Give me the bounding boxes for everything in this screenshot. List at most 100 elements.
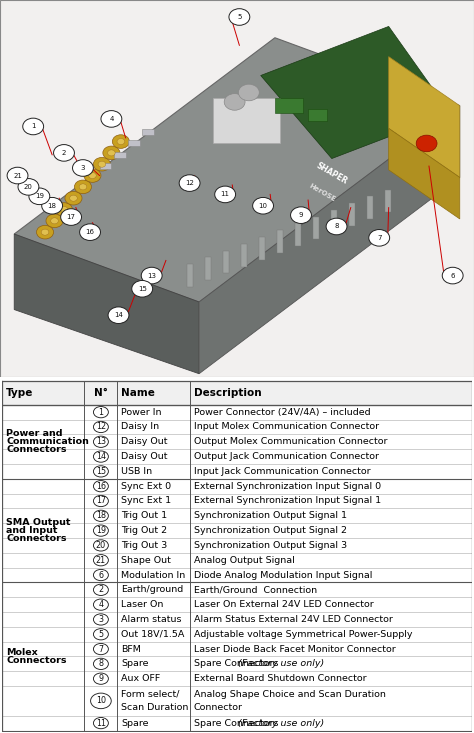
Circle shape <box>93 718 109 729</box>
Text: 12: 12 <box>96 422 106 432</box>
Text: Synchronization Output Signal 2: Synchronization Output Signal 2 <box>194 526 347 535</box>
Circle shape <box>291 207 311 224</box>
Circle shape <box>93 570 109 581</box>
Text: 2: 2 <box>62 150 66 156</box>
Circle shape <box>41 229 49 235</box>
Circle shape <box>93 658 109 669</box>
Circle shape <box>103 146 120 160</box>
FancyBboxPatch shape <box>205 257 211 280</box>
Circle shape <box>29 188 50 205</box>
Text: Power Connector (24V/4A) – included: Power Connector (24V/4A) – included <box>194 408 371 416</box>
Circle shape <box>61 209 82 225</box>
Text: Alarm status: Alarm status <box>121 615 182 624</box>
Text: Connectors: Connectors <box>6 445 67 454</box>
Circle shape <box>18 179 39 195</box>
Text: Molex: Molex <box>6 648 38 657</box>
FancyBboxPatch shape <box>100 163 111 169</box>
Text: 8: 8 <box>99 660 103 668</box>
Text: Synchronization Output Signal 3: Synchronization Output Signal 3 <box>194 541 347 550</box>
Text: Trig Out 3: Trig Out 3 <box>121 541 167 550</box>
Text: Spare: Spare <box>121 718 148 728</box>
Text: Modulation In: Modulation In <box>121 570 185 580</box>
Text: External Board Shutdown Connector: External Board Shutdown Connector <box>194 674 366 683</box>
FancyBboxPatch shape <box>308 109 327 121</box>
Text: 7: 7 <box>98 644 103 654</box>
Circle shape <box>93 407 109 418</box>
Text: 6: 6 <box>99 570 103 580</box>
FancyBboxPatch shape <box>367 196 373 219</box>
Circle shape <box>93 614 109 625</box>
FancyBboxPatch shape <box>313 217 319 240</box>
Circle shape <box>93 539 109 551</box>
Text: Laser On: Laser On <box>121 600 164 609</box>
Text: 13: 13 <box>96 438 106 446</box>
Circle shape <box>93 481 109 492</box>
Polygon shape <box>389 128 460 219</box>
Circle shape <box>215 186 236 203</box>
Text: External Synchronization Input Signal 0: External Synchronization Input Signal 0 <box>194 482 381 490</box>
Circle shape <box>141 268 162 284</box>
Text: Output Molex Communication Connector: Output Molex Communication Connector <box>194 438 387 446</box>
Circle shape <box>93 555 109 566</box>
Circle shape <box>179 174 200 191</box>
Text: Alarm Status External 24V LED Connector: Alarm Status External 24V LED Connector <box>194 615 392 624</box>
Circle shape <box>79 184 87 190</box>
Text: 17: 17 <box>96 496 106 506</box>
Circle shape <box>108 150 115 156</box>
Text: 14: 14 <box>96 452 106 461</box>
Text: Sync Ext 0: Sync Ext 0 <box>121 482 171 490</box>
Circle shape <box>93 465 109 477</box>
Text: N°: N° <box>94 388 108 398</box>
FancyBboxPatch shape <box>259 237 265 259</box>
Text: 11: 11 <box>96 718 106 728</box>
Text: 13: 13 <box>147 273 156 279</box>
Text: 10: 10 <box>96 696 106 705</box>
Text: and Input: and Input <box>6 526 58 535</box>
Text: 4: 4 <box>109 116 114 122</box>
Text: Out 18V/1.5A: Out 18V/1.5A <box>121 630 184 638</box>
FancyBboxPatch shape <box>295 224 301 246</box>
Circle shape <box>93 644 109 655</box>
Text: Sync Ext 1: Sync Ext 1 <box>121 496 171 506</box>
Circle shape <box>369 229 390 246</box>
Text: 9: 9 <box>299 212 303 218</box>
Circle shape <box>93 629 109 640</box>
Text: Spare Connectors: Spare Connectors <box>194 660 282 668</box>
Text: Spare Connectors: Spare Connectors <box>194 718 282 728</box>
Circle shape <box>93 673 109 685</box>
Circle shape <box>93 158 110 171</box>
FancyBboxPatch shape <box>223 251 229 273</box>
Circle shape <box>132 281 153 297</box>
Text: 16: 16 <box>86 229 94 235</box>
Circle shape <box>98 161 106 167</box>
Text: 15: 15 <box>96 467 106 476</box>
Text: Form select/: Form select/ <box>121 690 180 699</box>
Text: Power In: Power In <box>121 408 162 416</box>
Text: Spare: Spare <box>121 660 148 668</box>
Circle shape <box>7 167 28 184</box>
Circle shape <box>65 191 82 205</box>
Circle shape <box>80 224 100 240</box>
Text: 16: 16 <box>96 482 106 490</box>
Text: Aux OFF: Aux OFF <box>121 674 160 683</box>
Polygon shape <box>261 26 450 158</box>
Text: Earth/Ground  Connection: Earth/Ground Connection <box>194 586 317 594</box>
Circle shape <box>89 172 96 179</box>
Circle shape <box>54 144 74 161</box>
Text: 1: 1 <box>31 123 36 130</box>
Text: HerOSE: HerOSE <box>308 183 337 202</box>
Text: 18: 18 <box>48 203 56 209</box>
Circle shape <box>93 421 109 432</box>
Circle shape <box>229 9 250 26</box>
Polygon shape <box>14 234 199 374</box>
Text: 20: 20 <box>96 541 106 550</box>
Text: 19: 19 <box>96 526 106 535</box>
Text: 21: 21 <box>13 172 22 179</box>
Text: 3: 3 <box>99 615 103 624</box>
Circle shape <box>253 197 273 214</box>
Circle shape <box>93 584 109 595</box>
FancyBboxPatch shape <box>277 230 283 253</box>
Text: Connectors: Connectors <box>6 534 67 543</box>
Circle shape <box>93 599 109 611</box>
Text: Analog Shape Choice and Scan Duration: Analog Shape Choice and Scan Duration <box>194 690 386 699</box>
